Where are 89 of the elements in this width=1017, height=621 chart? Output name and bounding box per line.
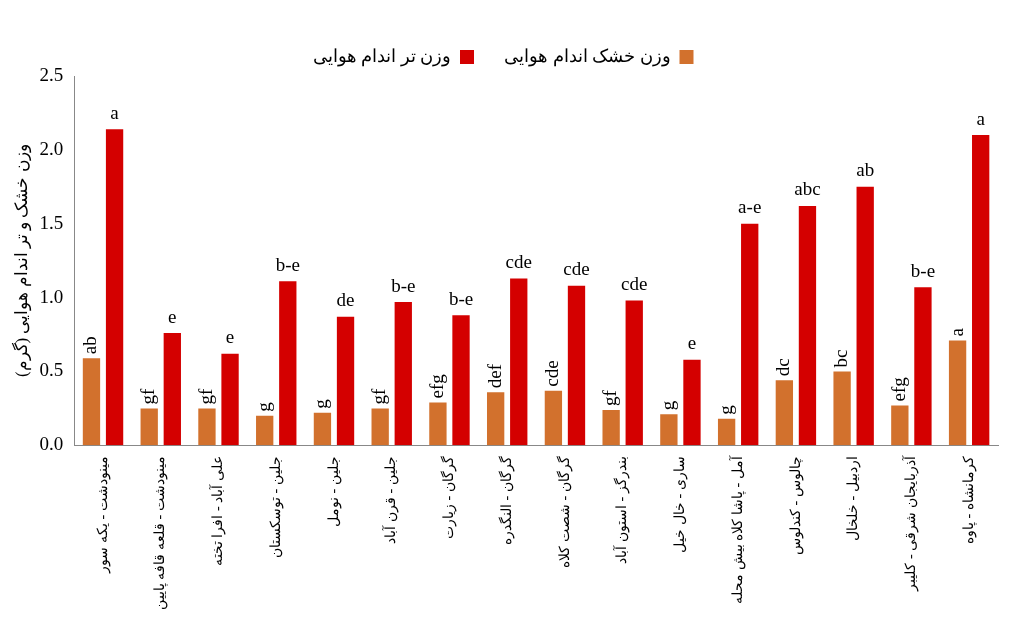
bar bbox=[683, 359, 701, 446]
data-label: gf bbox=[194, 387, 216, 405]
bar bbox=[972, 135, 990, 446]
legend-label: وزن خشک اندام هوایی bbox=[504, 45, 671, 67]
data-label: b-e bbox=[910, 259, 936, 281]
data-label: gf bbox=[599, 389, 621, 406]
bar bbox=[394, 302, 412, 446]
data-label: g bbox=[252, 401, 274, 412]
bar bbox=[914, 287, 932, 446]
bar bbox=[279, 281, 297, 446]
bar bbox=[221, 353, 239, 446]
x-tick-label: آمل - پاشا کلاه بیش محله bbox=[727, 455, 746, 604]
bar bbox=[105, 129, 124, 446]
bar bbox=[717, 418, 736, 446]
y-tick-label: 0.0 bbox=[39, 433, 64, 455]
bar bbox=[313, 412, 332, 446]
x-tick-label: اردبیل - خلخال bbox=[845, 456, 862, 542]
data-label: b-e bbox=[275, 253, 300, 275]
data-label: b-e bbox=[391, 274, 416, 296]
data-label: cde bbox=[621, 273, 648, 295]
x-tick-label: گرگان - النگدره bbox=[497, 456, 515, 546]
x-tick-label: بندرگز - استون آباد bbox=[612, 456, 631, 564]
data-label: a bbox=[945, 327, 967, 337]
y-tick-label: 2.5 bbox=[39, 63, 64, 85]
data-label: efg bbox=[425, 373, 447, 399]
bar bbox=[82, 358, 101, 446]
x-tick-label: جلین - قرن آباد bbox=[381, 456, 400, 544]
data-label: e bbox=[687, 332, 697, 354]
x-tick-label: گرگان - زیارت bbox=[440, 456, 458, 540]
x-tick-label: علی آباد - افرا تخته bbox=[208, 456, 227, 567]
x-tick-label: جلین - نومل bbox=[325, 456, 342, 528]
data-label: ab bbox=[856, 159, 875, 181]
bar bbox=[741, 223, 759, 446]
data-label: abc bbox=[794, 178, 821, 200]
x-tick-label: جلین - توسکستان bbox=[267, 456, 284, 559]
bar bbox=[452, 315, 470, 446]
bar bbox=[336, 316, 355, 446]
data-label: a bbox=[110, 101, 120, 123]
bar bbox=[833, 371, 851, 446]
data-label: e bbox=[225, 326, 235, 348]
x-tick-label: آذربایجان شرقی - کلیبر bbox=[901, 455, 920, 592]
bar bbox=[487, 392, 505, 446]
data-label: efg bbox=[887, 376, 909, 402]
data-label: b-e bbox=[448, 287, 474, 309]
bar bbox=[544, 390, 563, 446]
bar bbox=[567, 285, 586, 446]
data-label: g bbox=[310, 398, 332, 409]
data-label: a-e bbox=[738, 196, 762, 218]
x-tick-label: مینودشت - قلعه قافه پایین bbox=[152, 456, 169, 611]
bar bbox=[371, 408, 389, 446]
x-tick-label: کرمانشاه - پاوه bbox=[960, 456, 977, 545]
y-tick-label: 2.0 bbox=[39, 137, 64, 159]
bar bbox=[660, 414, 678, 446]
data-label: bc bbox=[830, 349, 852, 368]
data-label: dc bbox=[772, 358, 794, 377]
bar bbox=[891, 405, 909, 446]
bar bbox=[856, 186, 874, 446]
bar bbox=[163, 333, 181, 446]
bar bbox=[429, 402, 447, 446]
y-axis-title: وزن خشک و تر اندام هوایی (گرم) bbox=[10, 144, 32, 378]
bar bbox=[775, 380, 794, 446]
x-tick-label: گرگان - شصت کلاه bbox=[555, 456, 573, 568]
data-label: cde bbox=[541, 360, 563, 387]
x-tick-label: ساری - خال خیل bbox=[672, 456, 689, 553]
bar bbox=[625, 300, 643, 446]
data-label: de bbox=[336, 289, 355, 311]
data-label: def bbox=[483, 363, 505, 389]
bar bbox=[948, 340, 967, 446]
data-label: gf bbox=[368, 387, 390, 405]
data-label: g bbox=[714, 404, 736, 415]
y-tick-label: 1.0 bbox=[39, 285, 64, 307]
legend-label: وزن تر اندام هوایی bbox=[312, 45, 451, 67]
data-label: ab bbox=[79, 336, 101, 355]
data-label: cde bbox=[563, 258, 590, 280]
bar bbox=[256, 415, 274, 446]
bar bbox=[140, 408, 158, 446]
x-tick-label: مینودشت - یکه سور bbox=[94, 456, 111, 574]
data-label: cde bbox=[505, 250, 532, 272]
bar bbox=[602, 409, 620, 446]
data-label: g bbox=[656, 400, 678, 411]
y-tick-label: 1.5 bbox=[39, 211, 64, 233]
bar bbox=[510, 278, 528, 446]
bar bbox=[798, 206, 817, 446]
data-label: gf bbox=[137, 387, 159, 405]
data-label: e bbox=[168, 305, 177, 327]
y-tick-label: 0.5 bbox=[39, 359, 64, 381]
bar bbox=[198, 408, 216, 446]
data-label: a bbox=[976, 107, 986, 129]
x-tick-label: چالوس - کندلوس bbox=[787, 456, 804, 556]
